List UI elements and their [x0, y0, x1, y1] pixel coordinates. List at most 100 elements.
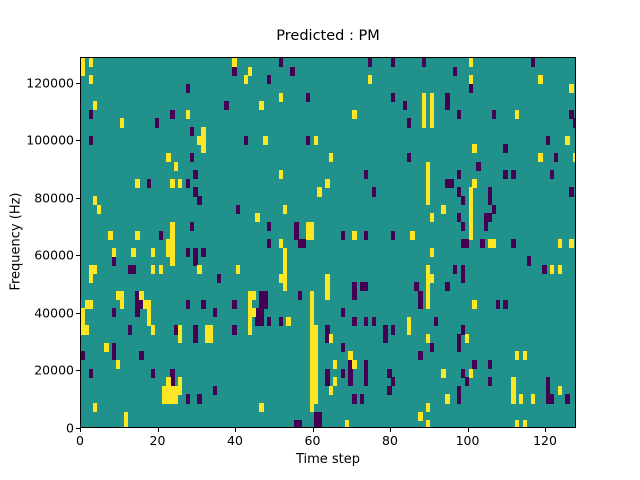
heatmap-cell-low: [294, 221, 299, 232]
heatmap-cell-high: [282, 265, 287, 275]
heatmap-cell-low: [383, 334, 388, 344]
heatmap-cell-high: [313, 368, 318, 378]
heatmap-cell-high: [573, 152, 575, 163]
heatmap-cell-low: [371, 187, 376, 197]
heatmap-cell-high: [309, 316, 314, 326]
heatmap-cell-low: [549, 394, 555, 404]
heatmap-cell-high: [88, 58, 94, 68]
heatmap-cell-high: [177, 325, 183, 335]
heatmap-cell-low: [460, 368, 466, 378]
y-tick-mark: [76, 197, 80, 199]
heatmap-cell-high: [286, 316, 291, 326]
heatmap-cell-high: [166, 394, 171, 404]
heatmap-cell-high: [518, 394, 524, 404]
heatmap-cell-high: [511, 385, 516, 395]
heatmap-cell-low: [340, 368, 345, 378]
heatmap-cell-low: [445, 101, 450, 111]
heatmap-cell-low: [422, 58, 427, 68]
heatmap-cell-high: [251, 290, 256, 301]
heatmap-cell-low: [429, 342, 435, 352]
heatmap-cell-low: [255, 316, 260, 326]
heatmap-cell-high: [146, 299, 152, 309]
x-tick-mark: [312, 428, 314, 432]
heatmap-cell-high: [491, 239, 497, 249]
y-tick-label: 40000: [34, 305, 74, 321]
x-tick-label: 120: [533, 433, 557, 448]
heatmap-cell-low: [267, 239, 272, 249]
heatmap-cell-high: [115, 290, 121, 301]
heatmap-cell-low: [294, 230, 299, 240]
heatmap-cell-low: [193, 334, 198, 344]
heatmap-cell-high: [88, 273, 94, 283]
heatmap-cell-high: [511, 394, 516, 404]
heatmap-cell-low: [298, 420, 303, 427]
heatmap-cell-low: [546, 135, 551, 145]
heatmap-cell-high: [429, 101, 435, 111]
heatmap-cell-low: [360, 394, 365, 404]
heatmap-cell-low: [418, 299, 423, 309]
y-tick-mark: [76, 428, 80, 429]
heatmap-cell-low: [363, 230, 369, 240]
heatmap-cell-low: [197, 394, 202, 404]
heatmap-cell-low: [170, 377, 175, 387]
heatmap-cell-low: [503, 170, 508, 180]
heatmap-cell-high: [325, 290, 330, 301]
heatmap-cell-high: [425, 273, 431, 283]
heatmap-cell-low: [263, 299, 268, 309]
heatmap-cell-high: [468, 230, 473, 240]
heatmap-cell-low: [146, 178, 152, 188]
heatmap-cell-low: [495, 299, 500, 309]
heatmap-cell-high: [185, 109, 190, 119]
heatmap-cell-low: [193, 247, 198, 257]
heatmap-cell-high: [170, 256, 175, 266]
heatmap-cell-low: [363, 316, 369, 326]
heatmap-cell-high: [472, 144, 477, 154]
heatmap-cell-low: [135, 308, 140, 318]
heatmap-cell-high: [177, 385, 183, 395]
x-axis-label: Time step: [295, 452, 361, 467]
heatmap-cell-low: [491, 109, 497, 119]
heatmap-cell-low: [88, 109, 94, 119]
heatmap-cell-high: [569, 83, 574, 93]
heatmap-cell-low: [193, 170, 198, 180]
heatmap-cell-low: [185, 178, 190, 188]
heatmap-cell-high: [201, 135, 206, 145]
heatmap-cell-high: [425, 178, 431, 188]
heatmap-cell-low: [460, 196, 466, 206]
heatmap-cell-high: [282, 256, 287, 266]
heatmap-cell-low: [127, 325, 132, 335]
heatmap-cell-high: [429, 118, 435, 128]
heatmap-cell-high: [92, 101, 97, 111]
heatmap-cell-high: [146, 308, 152, 318]
heatmap-cell-low: [81, 351, 86, 361]
y-tick-label: 0: [66, 420, 74, 436]
heatmap-cell-low: [189, 152, 194, 163]
heatmap-cell-high: [487, 239, 493, 249]
x-tick-label: 80: [382, 433, 398, 448]
heatmap-cell-high: [329, 385, 334, 395]
heatmap-cell-low: [511, 239, 516, 249]
heatmap-cell-low: [348, 377, 353, 387]
heatmap-cell-high: [150, 325, 156, 335]
heatmap-cell-low: [112, 351, 117, 361]
heatmap-cell-low: [267, 75, 272, 85]
heatmap-cell-high: [112, 247, 117, 257]
heatmap-cell-low: [232, 325, 237, 335]
heatmap-cell-high: [251, 308, 256, 318]
heatmap-cell-low: [112, 256, 117, 266]
heatmap-cell-low: [348, 368, 353, 378]
heatmap-cell-high: [425, 290, 431, 301]
heatmap-cell-low: [487, 359, 493, 370]
heatmap-cell-low: [391, 92, 396, 102]
heatmap-cell-low: [573, 118, 575, 128]
heatmap-cell-high: [309, 385, 314, 395]
heatmap-cell-low: [135, 299, 140, 309]
heatmap-cell-low: [472, 359, 477, 370]
heatmap-cell-low: [201, 247, 206, 257]
x-tick-label: 40: [227, 433, 243, 448]
heatmap-cell-high: [309, 342, 314, 352]
heatmap-cell-high: [406, 316, 411, 326]
x-tick-mark: [235, 428, 236, 432]
heatmap-cell-low: [360, 282, 365, 292]
